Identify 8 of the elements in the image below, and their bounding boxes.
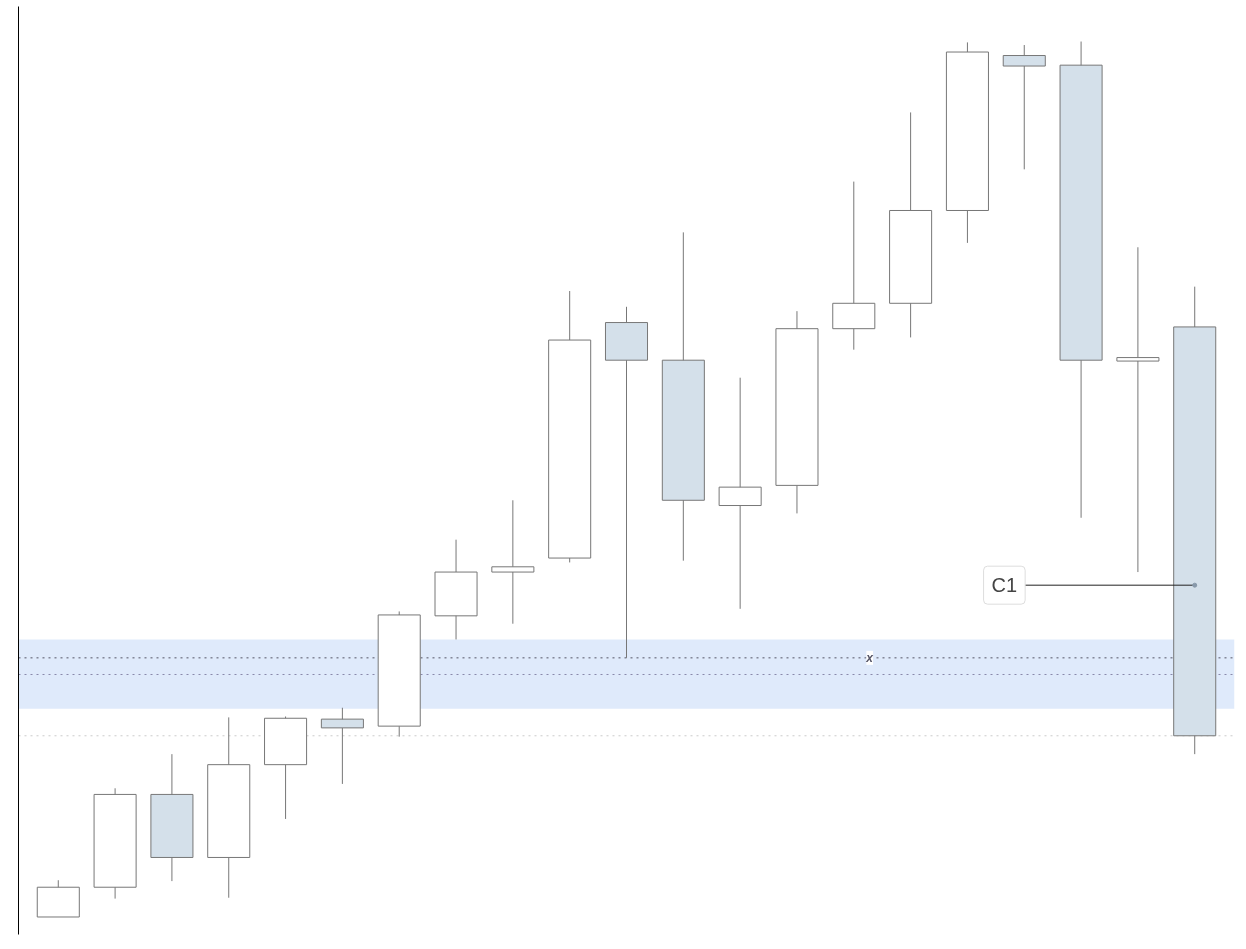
candlestick [1002,44,1046,170]
candlestick [320,707,364,785]
candlestick [718,377,762,610]
ref-line-label: x [865,650,875,665]
annotation: C1 [991,574,1018,597]
candlestick [604,306,649,659]
candlestick [1116,246,1160,573]
candlestick [491,499,535,625]
